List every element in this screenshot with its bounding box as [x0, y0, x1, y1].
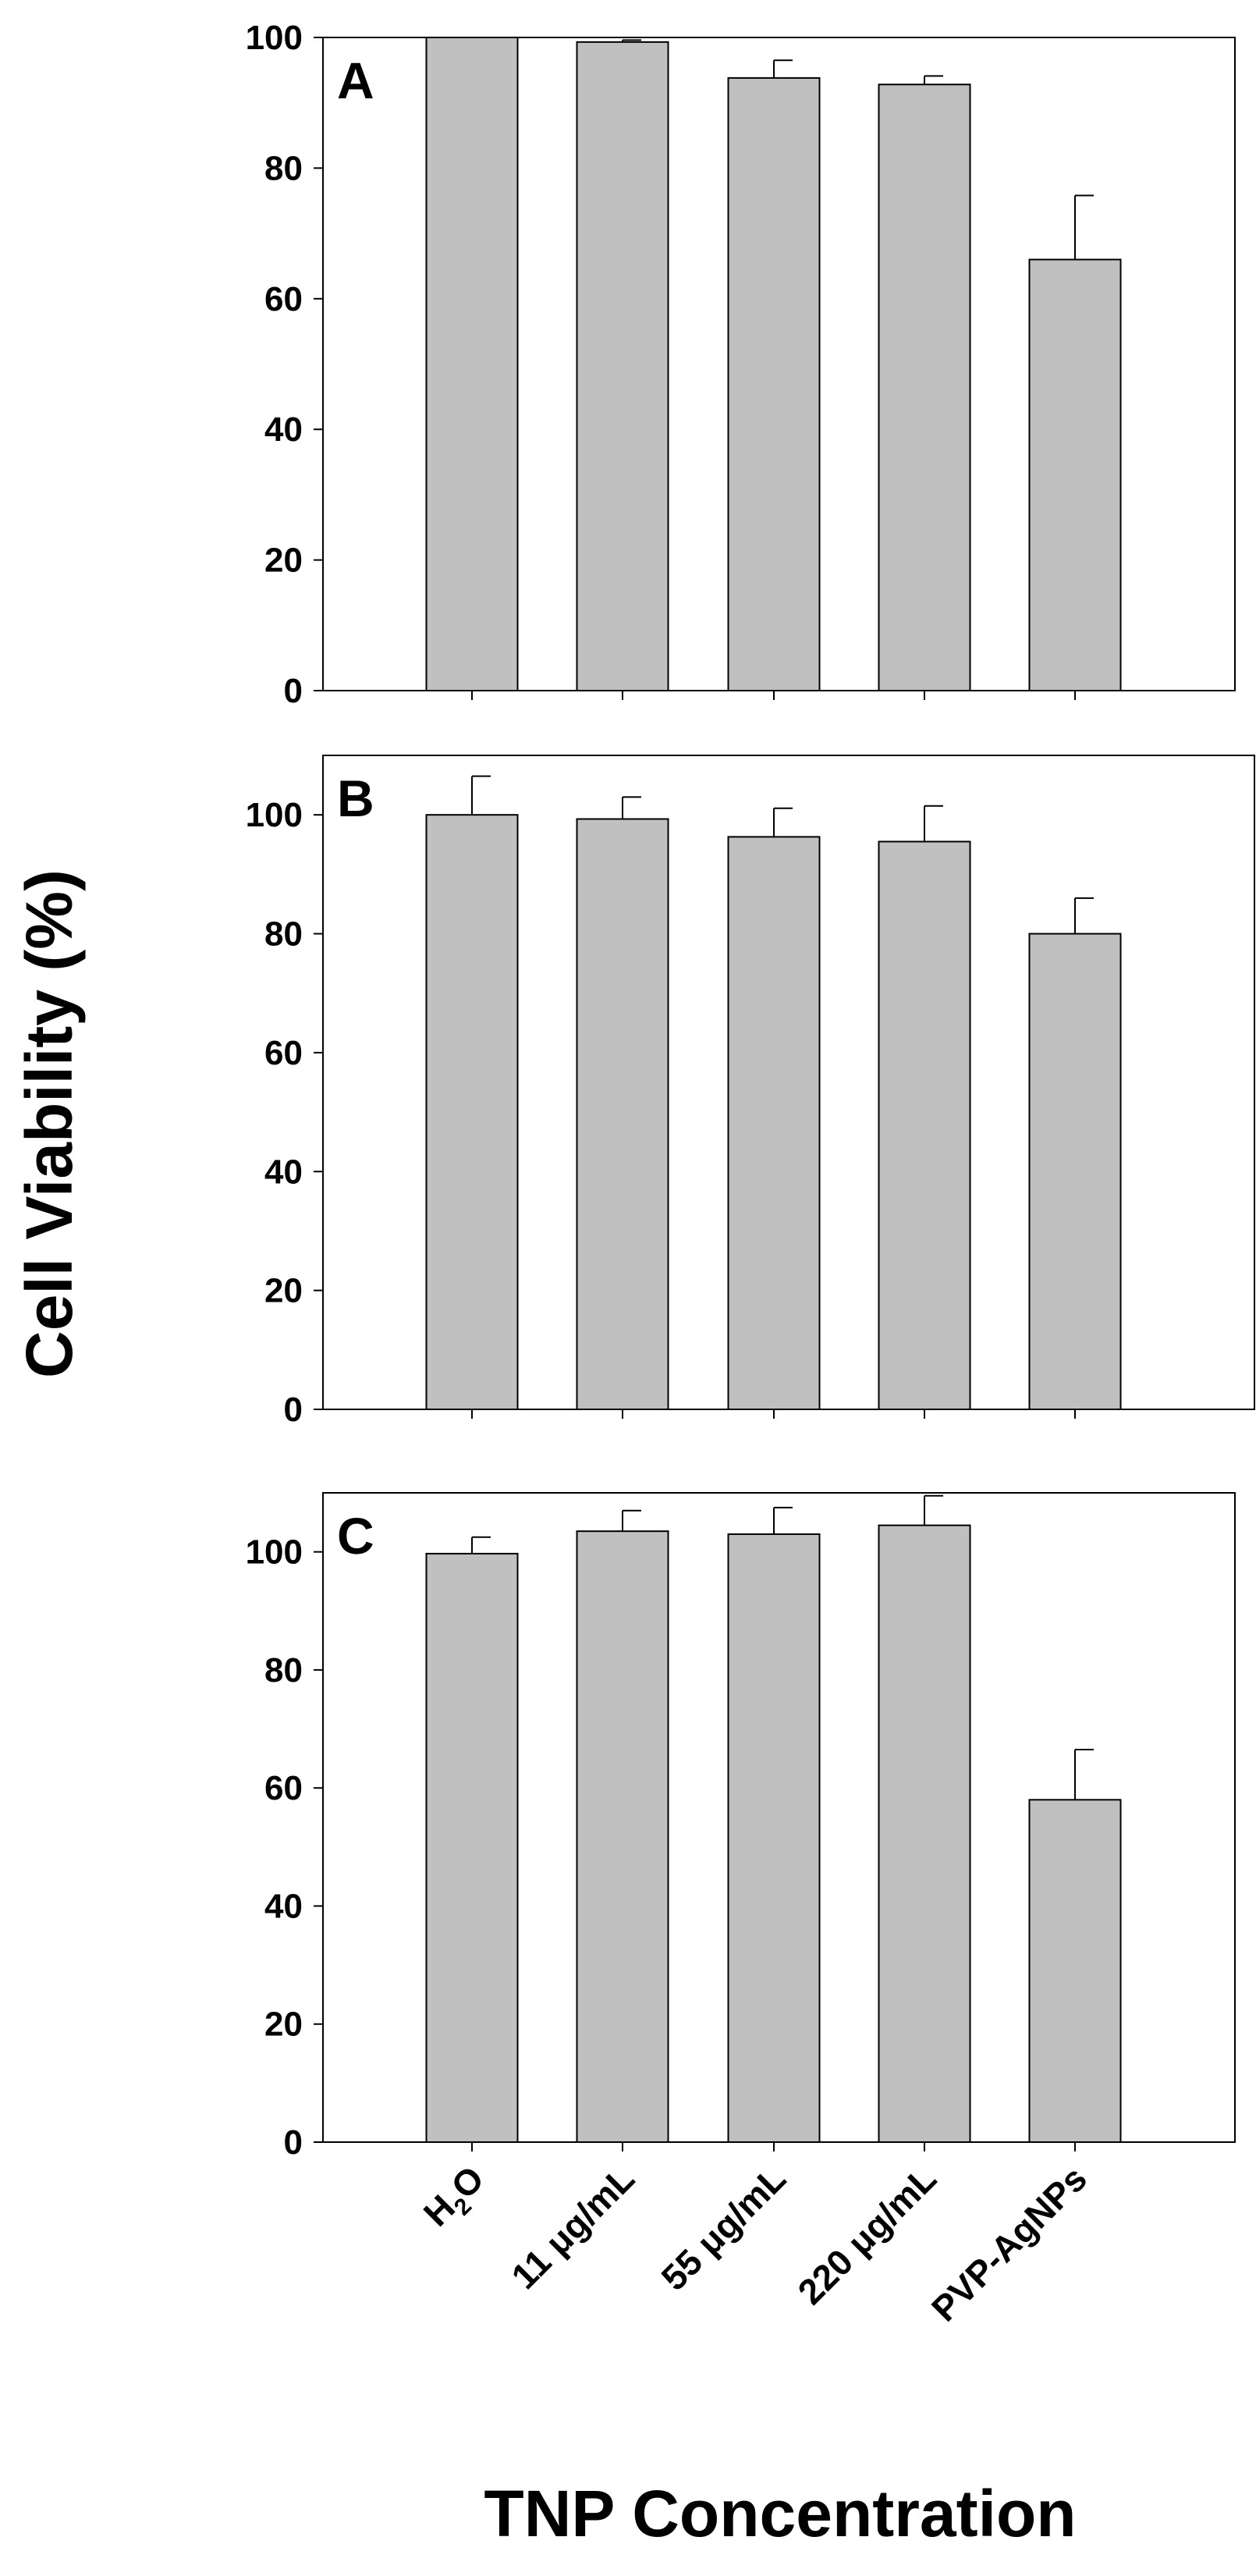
bar-a-4: [878, 83, 971, 692]
y-tick-label: 0: [284, 2123, 303, 2162]
y-tick-label: 60: [264, 1769, 303, 1807]
bar-a-5: [1028, 258, 1122, 691]
y-tick-label: 60: [264, 280, 303, 318]
y-tick-label: 0: [284, 1391, 303, 1429]
y-tick-label: 20: [264, 2006, 303, 2044]
y-tick-label: 40: [264, 1887, 303, 1925]
bar-a-3: [727, 76, 821, 692]
y-tick-label: 20: [264, 1272, 303, 1310]
category-label: 55 μg/mL: [653, 2158, 793, 2298]
y-tick-label: 40: [264, 410, 303, 449]
category-label: 11 μg/mL: [503, 2158, 642, 2297]
x-axis-title: TNP Concentration: [484, 2477, 1076, 2550]
chart-panels: 0 20 40 60 80 100 A 0 20 40 60 80 100 B 0 20 40 60 80 100 C: [246, 19, 1255, 2162]
y-tick-label: 100: [246, 1533, 303, 1572]
bar-c-3: [727, 1533, 821, 2143]
panel-b: 0 20 40 60 80 100 B: [246, 755, 1255, 1429]
bar-a-2: [576, 41, 669, 691]
y-tick-label: 100: [246, 796, 303, 834]
bar-c-5: [1028, 1799, 1122, 2143]
panel-a: 0 20 40 60 80 100 A: [246, 19, 1236, 710]
category-label: PVP-AgNPs: [924, 2158, 1095, 2329]
bar-b-4: [878, 840, 971, 1410]
y-tick-label: 40: [264, 1153, 303, 1191]
panel-letter: C: [337, 1507, 374, 1565]
category-label: 220 μg/mL: [789, 2158, 944, 2312]
y-axis-title: Cell Viability (%): [12, 869, 86, 1378]
y-tick-label: 80: [264, 149, 303, 187]
panel-letter: B: [337, 769, 374, 827]
panel-c: 0 20 40 60 80 100 C: [246, 1492, 1236, 2162]
y-tick-label: 80: [264, 915, 303, 954]
bar-b-1: [425, 814, 519, 1410]
bar-c-2: [576, 1530, 669, 2144]
y-tick-label: 20: [264, 542, 303, 580]
panel-letter: A: [337, 52, 374, 109]
bar-c-1: [425, 1552, 519, 2143]
y-tick-label: 60: [264, 1034, 303, 1072]
bar-c-4: [878, 1524, 971, 2143]
y-tick-label: 80: [264, 1651, 303, 1690]
bar-b-3: [727, 836, 821, 1411]
bar-a-1: [425, 37, 519, 691]
bar-b-5: [1028, 933, 1122, 1410]
y-tick-label: 100: [246, 19, 303, 57]
category-label: H2O: [416, 2158, 497, 2239]
y-tick-label: 0: [284, 672, 303, 710]
bar-b-2: [576, 818, 669, 1410]
